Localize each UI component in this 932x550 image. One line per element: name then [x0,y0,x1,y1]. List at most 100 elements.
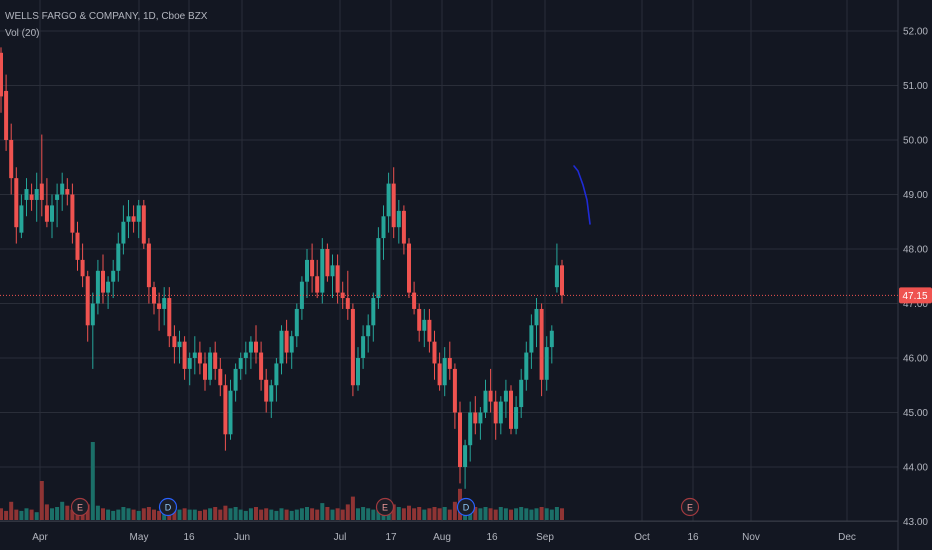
candle-body [131,216,136,222]
candle-body [473,412,478,424]
volume-bar [554,507,559,520]
candle-body [458,412,462,467]
drawing-stroke[interactable] [573,165,591,225]
volume-bar [509,509,513,520]
candle-body [4,90,9,140]
volume-bar [361,507,366,520]
volume-bar [391,504,396,520]
volume-bar [264,508,269,520]
earnings-marker[interactable] [680,497,700,517]
volume-bar [478,508,483,520]
candle-body [269,385,274,402]
candle-body [60,183,65,195]
volume-bar [524,508,529,520]
volume-bar [371,509,376,520]
candle-body [401,210,406,244]
volume-bar [9,501,14,520]
candle-body [529,325,534,353]
dividend-marker[interactable] [456,497,476,517]
candle-body [371,298,376,326]
candle-body [264,379,269,402]
earnings-marker-label: E [687,503,693,513]
candle-body [432,341,437,364]
candle-body [65,189,70,195]
time-axis-label: 17 [385,532,397,543]
volume-bar [473,507,478,520]
dividend-marker[interactable] [158,497,178,517]
candle-body [442,358,447,386]
volume-bar [417,507,422,520]
candle-body [141,205,146,244]
candle-body [560,265,564,296]
price-axis-label: 46.00 [903,354,928,365]
candle-body [299,281,304,309]
time-axis-label: Sep [536,532,554,543]
volume-bar [549,509,554,520]
candle-body [519,379,524,408]
candle-body [315,276,320,293]
candle-body [391,183,396,228]
volume-bar [407,505,411,520]
candle-body [167,298,172,337]
time-axis-label: 16 [687,532,699,543]
volume-bar [279,508,284,520]
volume-bar [534,508,539,520]
candle-body [44,205,49,222]
candle-body [345,298,350,309]
candle-body [335,265,340,293]
volume-bar [243,510,248,520]
volume-bar [121,507,126,520]
candle-body [116,243,121,271]
volume-bar [146,507,151,520]
candle-body [80,259,85,277]
candle-body [157,303,162,309]
price-axis-label: 52.00 [903,27,928,38]
volume-bar [401,508,406,520]
volume-bar [412,508,417,520]
candle-body [498,401,503,424]
candle-body [544,347,549,380]
candle-body [381,216,386,239]
volume-bar [320,503,325,520]
candle-body [279,330,284,364]
candle-body [187,358,192,369]
volume-bar [218,509,223,520]
volume-bar [452,501,457,520]
volume-bar [305,507,309,520]
candle-body [55,194,60,200]
volume-bar [192,509,197,520]
volume-bar [340,509,345,520]
candle-body [106,281,111,293]
earnings-marker-label: E [77,503,83,513]
volume-bar [493,509,498,520]
volume-bar [65,505,70,520]
volume-indicator-label[interactable]: Vol (20) [5,28,40,39]
price-axis-label: 45.00 [903,408,928,419]
volume-bar [24,508,29,520]
volume-bar [233,507,238,520]
volume-bar [29,509,34,520]
candle-body [274,363,279,386]
earnings-marker[interactable] [70,497,90,517]
candle-body [39,183,44,200]
price-axis-label: 43.00 [903,517,928,528]
price-axis-label: 50.00 [903,136,928,147]
volume-bar [432,507,437,520]
volume-bar [259,509,264,520]
price-axis-label: 47.00 [903,299,928,310]
candle-body [259,352,264,380]
volume-bar [335,508,340,520]
candle-body [228,390,233,435]
volume-bar [325,507,330,520]
time-axis-label: Oct [634,532,650,543]
earnings-marker[interactable] [375,497,395,517]
volume-bar [529,509,534,520]
price-axis-label: 48.00 [903,245,928,256]
candle-body [70,194,75,233]
volume-bar [310,508,315,520]
candle-body [356,358,360,386]
candle-body [483,390,488,413]
volume-bar [44,504,49,520]
